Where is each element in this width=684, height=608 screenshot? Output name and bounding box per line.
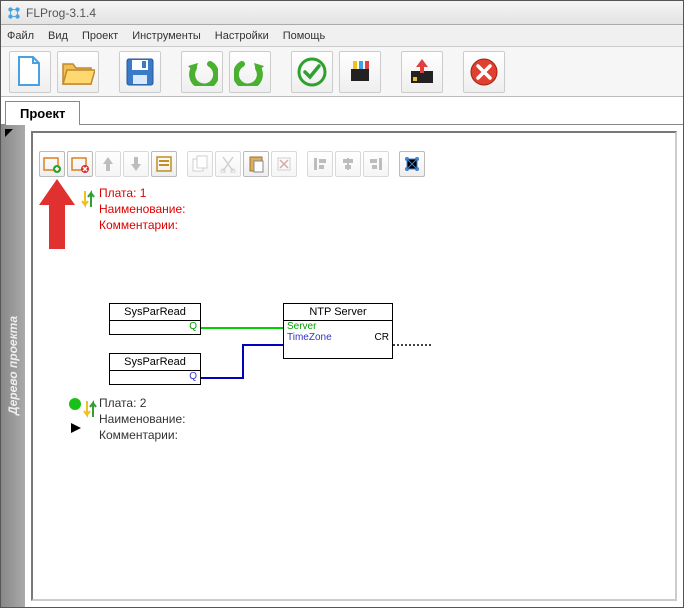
menu-help[interactable]: Помощь [283, 30, 326, 42]
save-button[interactable] [119, 51, 161, 93]
main-toolbar [1, 47, 683, 97]
sidebar[interactable]: Дерево проекта [1, 125, 25, 607]
port-q: Q [110, 321, 200, 332]
sort-icon [81, 189, 95, 209]
workspace: Дерево проекта [1, 125, 683, 607]
canvas-area: Плата: 1 Наименование: Комментарии: SysP… [25, 125, 683, 607]
block2-name: Наименование: [99, 411, 186, 427]
compile-button[interactable] [339, 51, 381, 93]
green-dot-icon [69, 398, 81, 410]
move-down-button[interactable] [123, 151, 149, 177]
port-timezone: TimeZone [287, 332, 332, 343]
move-up-button[interactable] [95, 151, 121, 177]
align-center-button[interactable] [335, 151, 361, 177]
block2-labels: Плата: 2 Наименование: Комментарии: [99, 395, 186, 443]
properties-button[interactable] [151, 151, 177, 177]
node-sysparread-1[interactable]: SysParRead Q [109, 303, 201, 335]
canvas-toolbar [39, 151, 425, 177]
inner-panel: Плата: 1 Наименование: Комментарии: SysP… [31, 131, 677, 601]
delete-board-button[interactable] [67, 151, 93, 177]
menu-file[interactable]: Файл [7, 30, 34, 42]
menu-settings[interactable]: Настройки [215, 30, 269, 42]
delete-button[interactable] [271, 151, 297, 177]
node-sysparread-2[interactable]: SysParRead Q [109, 353, 201, 385]
node-title: SysParRead [110, 354, 200, 371]
menu-bar: Файл Вид Проект Инструменты Настройки По… [1, 25, 683, 47]
red-arrow-annotation [39, 179, 75, 249]
new-file-button[interactable] [9, 51, 51, 93]
menu-project[interactable]: Проект [82, 30, 118, 42]
window-title: FLProg-3.1.4 [26, 6, 96, 20]
tab-project[interactable]: Проект [5, 101, 80, 125]
upload-button[interactable] [401, 51, 443, 93]
close-button[interactable] [463, 51, 505, 93]
node-ntp-server[interactable]: NTP Server Server TimeZone CR [283, 303, 393, 359]
port-q: Q [110, 371, 200, 382]
align-left-button[interactable] [307, 151, 333, 177]
node-title: NTP Server [284, 304, 392, 321]
open-button[interactable] [57, 51, 99, 93]
copy-button[interactable] [187, 151, 213, 177]
network-button[interactable] [399, 151, 425, 177]
redo-button[interactable] [229, 51, 271, 93]
title-bar: FLProg-3.1.4 [1, 1, 683, 25]
add-board-button[interactable] [39, 151, 65, 177]
align-right-button[interactable] [363, 151, 389, 177]
sort-icon [83, 399, 97, 419]
block1-plate: Плата: 1 [99, 185, 186, 201]
block2-comment: Комментарии: [99, 427, 186, 443]
block2-plate: Плата: 2 [99, 395, 186, 411]
node-title: SysParRead [110, 304, 200, 321]
check-button[interactable] [291, 51, 333, 93]
sidebar-label: Дерево проекта [6, 316, 20, 415]
block1-name: Наименование: [99, 201, 186, 217]
menu-view[interactable]: Вид [48, 30, 68, 42]
undo-button[interactable] [181, 51, 223, 93]
sidebar-collapse-icon [5, 129, 13, 137]
port-cr: CR [375, 332, 389, 343]
block1-labels: Плата: 1 Наименование: Комментарии: [99, 185, 186, 233]
menu-tools[interactable]: Инструменты [132, 30, 201, 42]
block1-comment: Комментарии: [99, 217, 186, 233]
app-window: FLProg-3.1.4 Файл Вид Проект Инструменты… [0, 0, 684, 608]
tab-row: Проект [1, 97, 683, 125]
paste-button[interactable] [243, 151, 269, 177]
port-server: Server [287, 321, 316, 332]
cut-button[interactable] [215, 151, 241, 177]
arrow-marker-icon [71, 423, 81, 433]
app-icon [7, 6, 21, 20]
